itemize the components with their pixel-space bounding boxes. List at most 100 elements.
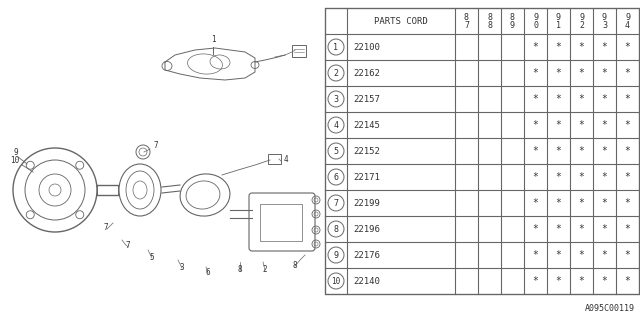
Text: 8: 8 xyxy=(487,20,492,29)
Text: *: * xyxy=(556,198,561,208)
Text: 22157: 22157 xyxy=(353,94,380,103)
Text: *: * xyxy=(579,120,584,130)
Text: *: * xyxy=(532,42,538,52)
Text: *: * xyxy=(602,276,607,286)
Text: PARTS CORD: PARTS CORD xyxy=(374,17,428,26)
Text: 8: 8 xyxy=(333,225,339,234)
Text: *: * xyxy=(556,172,561,182)
Text: 9: 9 xyxy=(510,20,515,29)
Text: 8: 8 xyxy=(237,265,243,274)
Text: *: * xyxy=(556,276,561,286)
Text: *: * xyxy=(532,94,538,104)
Text: 9: 9 xyxy=(333,251,339,260)
Text: 8: 8 xyxy=(487,12,492,21)
Text: 1: 1 xyxy=(556,20,561,29)
Text: *: * xyxy=(556,94,561,104)
Text: 9: 9 xyxy=(579,12,584,21)
Text: *: * xyxy=(602,198,607,208)
Text: 10: 10 xyxy=(10,156,19,165)
Text: 22171: 22171 xyxy=(353,172,380,181)
Text: *: * xyxy=(602,224,607,234)
Bar xyxy=(268,154,281,164)
Text: 22196: 22196 xyxy=(353,225,380,234)
Text: *: * xyxy=(602,172,607,182)
Text: *: * xyxy=(602,94,607,104)
Text: 4: 4 xyxy=(625,20,630,29)
Text: 3: 3 xyxy=(333,94,339,103)
Text: *: * xyxy=(556,250,561,260)
Text: 9: 9 xyxy=(602,12,607,21)
Text: *: * xyxy=(556,224,561,234)
Text: *: * xyxy=(625,172,630,182)
Text: 2: 2 xyxy=(579,20,584,29)
Text: 22176: 22176 xyxy=(353,251,380,260)
Text: *: * xyxy=(532,198,538,208)
Text: 22145: 22145 xyxy=(353,121,380,130)
Text: *: * xyxy=(602,120,607,130)
Text: *: * xyxy=(625,94,630,104)
Text: *: * xyxy=(532,172,538,182)
Text: *: * xyxy=(556,42,561,52)
Text: 8: 8 xyxy=(292,261,298,270)
Text: 8: 8 xyxy=(510,12,515,21)
Text: *: * xyxy=(532,276,538,286)
Text: 10: 10 xyxy=(332,276,340,285)
Text: *: * xyxy=(602,250,607,260)
Text: *: * xyxy=(579,146,584,156)
Text: *: * xyxy=(579,224,584,234)
Text: *: * xyxy=(532,224,538,234)
Text: 0: 0 xyxy=(533,20,538,29)
Text: *: * xyxy=(625,276,630,286)
Text: 6: 6 xyxy=(205,268,211,277)
Text: A095C00119: A095C00119 xyxy=(585,304,635,313)
Text: *: * xyxy=(579,276,584,286)
Text: 1: 1 xyxy=(333,43,339,52)
Text: *: * xyxy=(579,94,584,104)
Text: *: * xyxy=(579,172,584,182)
Text: *: * xyxy=(602,146,607,156)
Bar xyxy=(292,45,306,57)
Text: *: * xyxy=(625,198,630,208)
Text: 7: 7 xyxy=(153,141,157,150)
Text: 2: 2 xyxy=(333,68,339,77)
Text: 7: 7 xyxy=(464,20,469,29)
Text: *: * xyxy=(625,42,630,52)
Text: *: * xyxy=(602,42,607,52)
Text: 3: 3 xyxy=(602,20,607,29)
Text: 4: 4 xyxy=(284,155,289,164)
Text: 6: 6 xyxy=(333,172,339,181)
Text: 7: 7 xyxy=(103,223,108,232)
Text: *: * xyxy=(532,146,538,156)
Text: 9: 9 xyxy=(625,12,630,21)
Text: *: * xyxy=(579,42,584,52)
Text: *: * xyxy=(579,250,584,260)
Bar xyxy=(325,8,639,294)
Text: 7: 7 xyxy=(333,198,339,207)
Text: *: * xyxy=(625,250,630,260)
Text: *: * xyxy=(602,68,607,78)
Text: *: * xyxy=(579,68,584,78)
Text: *: * xyxy=(579,198,584,208)
Text: *: * xyxy=(625,224,630,234)
Text: *: * xyxy=(556,120,561,130)
Text: 22140: 22140 xyxy=(353,276,380,285)
Text: 9: 9 xyxy=(13,148,18,157)
Text: 22199: 22199 xyxy=(353,198,380,207)
Bar xyxy=(260,204,302,241)
Text: *: * xyxy=(556,68,561,78)
Text: 22152: 22152 xyxy=(353,147,380,156)
Text: *: * xyxy=(625,146,630,156)
Text: *: * xyxy=(532,120,538,130)
Text: 22100: 22100 xyxy=(353,43,380,52)
Text: 2: 2 xyxy=(262,265,268,274)
Text: 4: 4 xyxy=(333,121,339,130)
Text: *: * xyxy=(625,68,630,78)
Text: 8: 8 xyxy=(464,12,469,21)
Text: *: * xyxy=(556,146,561,156)
Text: 7: 7 xyxy=(125,241,131,250)
Text: 5: 5 xyxy=(333,147,339,156)
Text: 9: 9 xyxy=(556,12,561,21)
Text: *: * xyxy=(532,250,538,260)
Text: *: * xyxy=(625,120,630,130)
Text: 3: 3 xyxy=(180,263,184,272)
